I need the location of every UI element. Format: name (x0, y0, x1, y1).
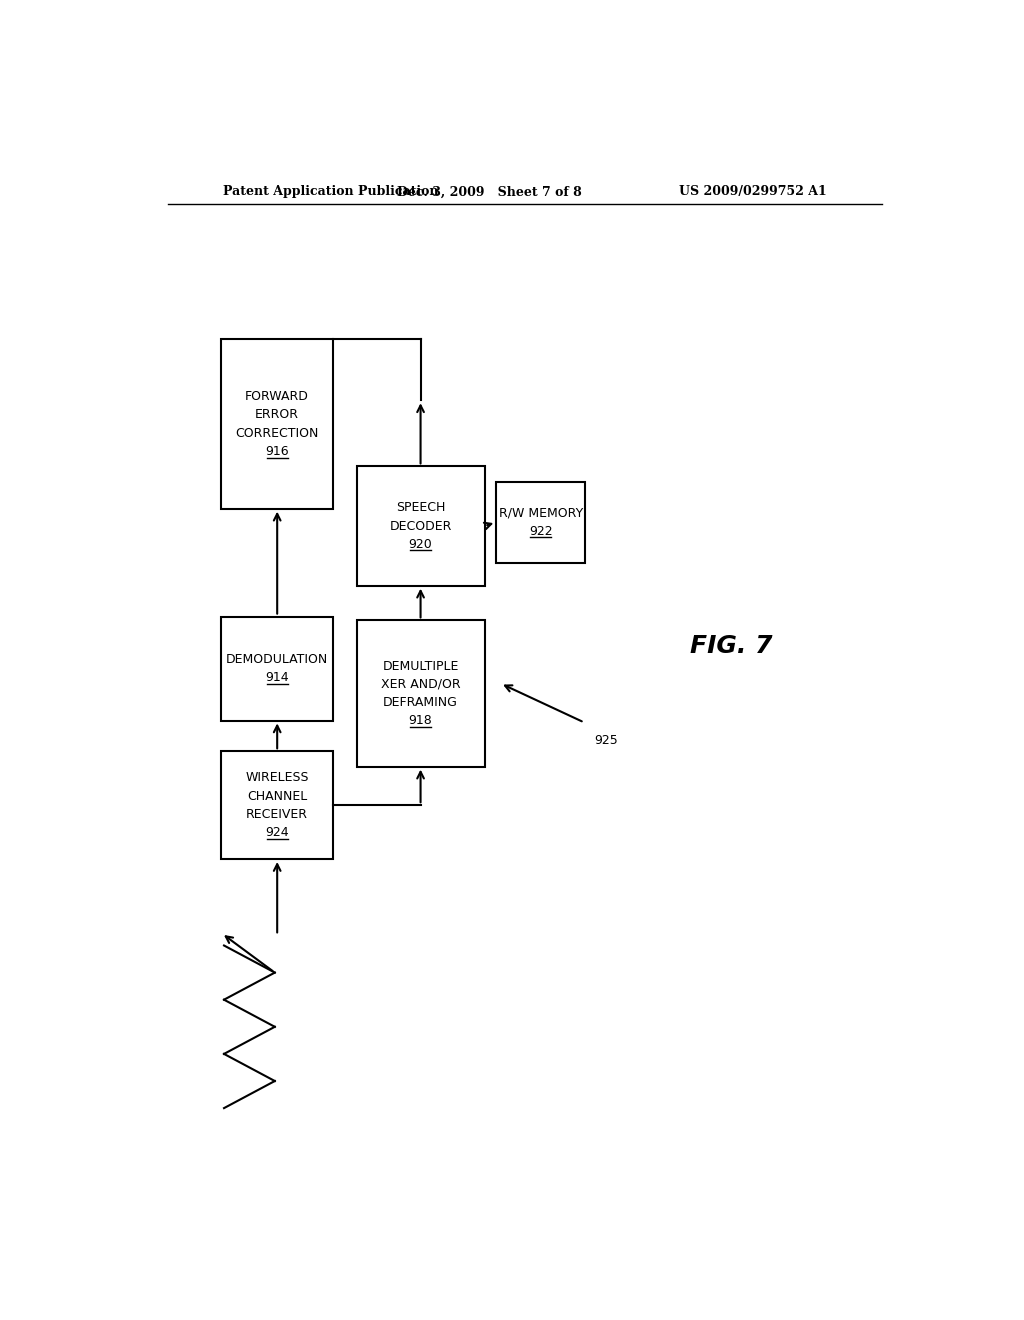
Text: 924: 924 (265, 826, 289, 840)
Text: FIG. 7: FIG. 7 (690, 635, 772, 659)
Text: 925: 925 (594, 734, 617, 747)
Text: 916: 916 (265, 445, 289, 458)
Text: XER AND/OR: XER AND/OR (381, 678, 461, 690)
Bar (356, 620, 484, 767)
Text: CORRECTION: CORRECTION (236, 426, 318, 440)
Text: SPEECH: SPEECH (396, 502, 445, 515)
Bar (496, 482, 586, 562)
Text: DEMULTIPLE: DEMULTIPLE (382, 660, 459, 673)
Text: 918: 918 (409, 714, 432, 727)
Text: 920: 920 (409, 537, 432, 550)
Bar (356, 466, 484, 586)
Text: DEFRAMING: DEFRAMING (383, 696, 458, 709)
Text: R/W MEMORY: R/W MEMORY (499, 507, 583, 520)
Text: Patent Application Publication: Patent Application Publication (223, 185, 438, 198)
Text: Dec. 3, 2009   Sheet 7 of 8: Dec. 3, 2009 Sheet 7 of 8 (396, 185, 582, 198)
Text: DECODER: DECODER (389, 520, 452, 532)
Bar (221, 751, 334, 859)
Text: FORWARD: FORWARD (246, 391, 309, 403)
Text: RECEIVER: RECEIVER (246, 808, 308, 821)
Text: ERROR: ERROR (255, 408, 299, 421)
Text: 922: 922 (528, 525, 553, 537)
Bar (221, 339, 334, 508)
Text: 914: 914 (265, 671, 289, 684)
Text: DEMODULATION: DEMODULATION (226, 653, 329, 665)
Text: US 2009/0299752 A1: US 2009/0299752 A1 (679, 185, 826, 198)
Text: WIRELESS: WIRELESS (246, 771, 309, 784)
Bar (221, 616, 334, 721)
Text: CHANNEL: CHANNEL (247, 789, 307, 803)
